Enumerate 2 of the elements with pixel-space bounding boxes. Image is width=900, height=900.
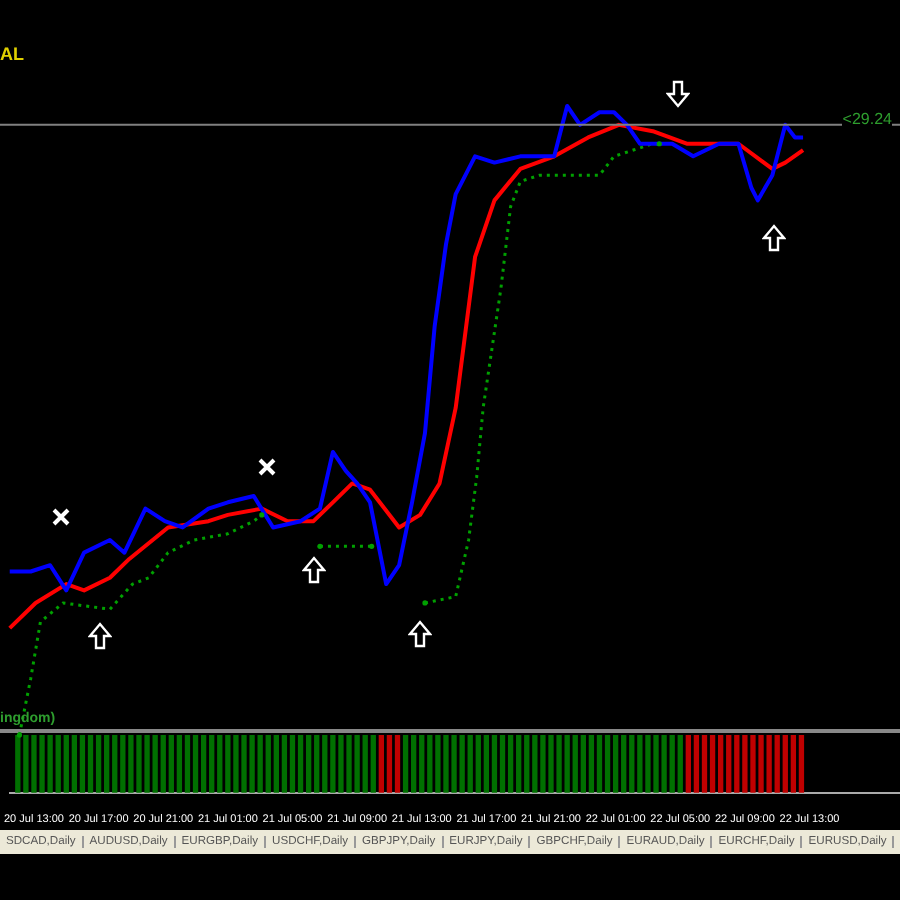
annotation: <29.24	[842, 110, 892, 128]
text: AL	[0, 44, 24, 64]
